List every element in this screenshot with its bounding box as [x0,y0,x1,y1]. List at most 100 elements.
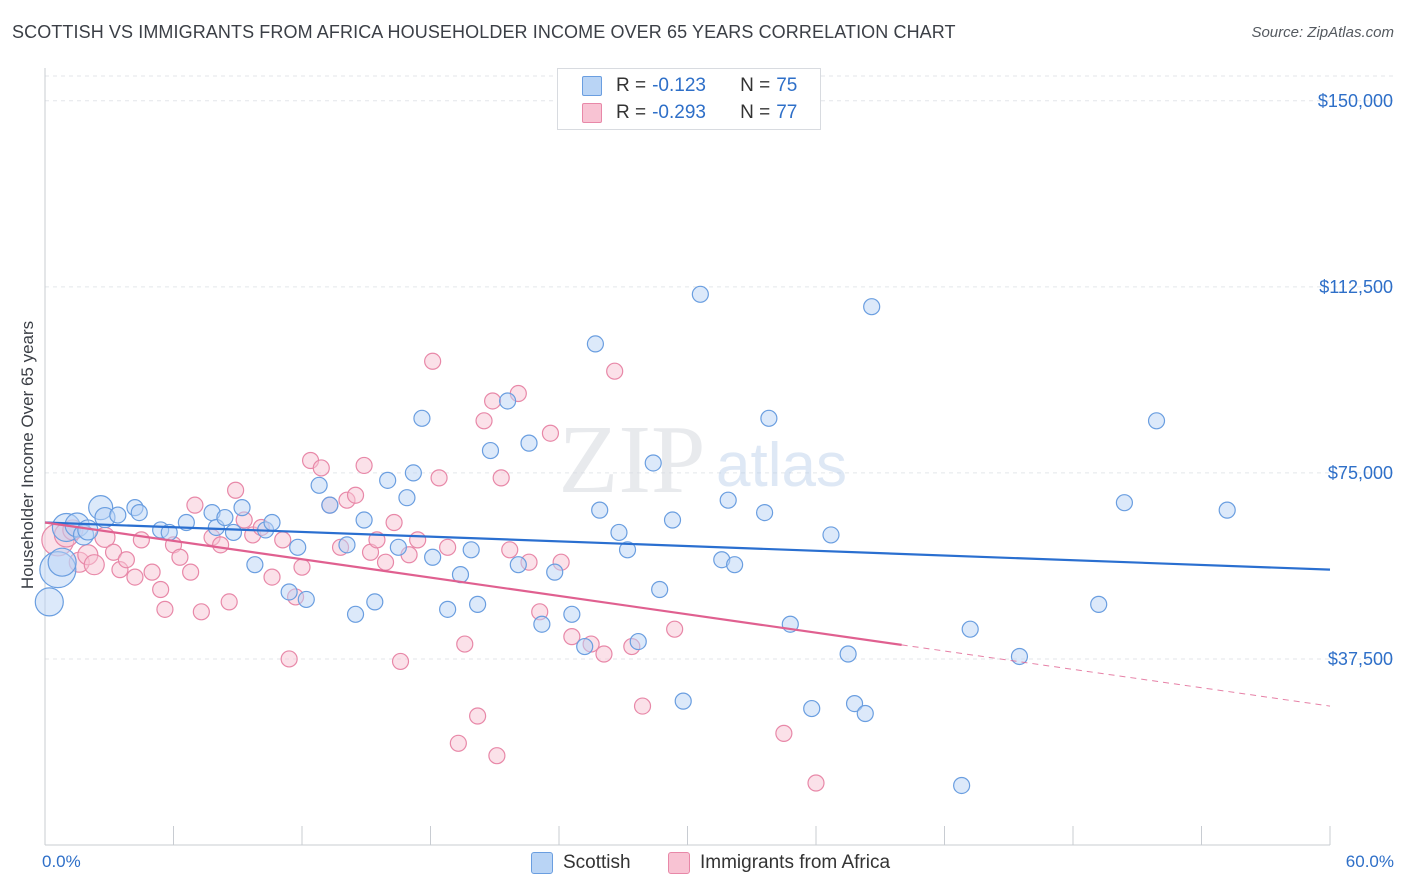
scottish-point [726,556,744,574]
africa-point [666,620,684,638]
scottish-point [439,600,457,618]
series-legend-scottish[interactable]: Scottish [531,852,631,874]
africa-point [152,580,170,599]
scottish-point [755,503,774,522]
correlation-legend: R = -0.123 N = 75 R = -0.293 N = 77 [557,68,821,130]
africa-point [355,456,373,475]
scottish-point [1090,595,1108,613]
scottish-point [398,489,416,507]
africa-point [488,747,506,765]
africa-point [424,352,442,370]
africa-point [492,469,510,487]
scottish-point [233,499,251,517]
y-tick-labels: $37,500 $75,000 $112,500 $150,000 [1318,91,1393,669]
africa-point [409,531,427,549]
legend-row-scottish: R = -0.123 N = 75 [582,74,797,98]
legend-swatch-africa [582,103,602,123]
africa-point [117,551,135,569]
legend-r-value: -0.293 [652,102,706,123]
africa-point [126,568,144,586]
africa-point [385,513,403,532]
africa-point [391,652,410,671]
scottish-point [651,580,669,599]
legend-n-value: 77 [776,102,798,123]
scottish-point [863,298,881,316]
scottish-point [469,595,487,613]
africa-point [501,541,519,559]
africa-trend-line-extension [901,644,1331,707]
scottish-points [34,285,1236,795]
scottish-point [424,548,442,566]
legend-n-label: N = [740,75,771,96]
x-axis-max-label: 60.0% [1345,852,1394,871]
scottish-point [404,464,422,482]
scottish-point [321,496,339,514]
y-tick-label: $150,000 [1318,91,1393,111]
scottish-point [34,587,64,617]
watermark: ZIP atlas [559,406,847,514]
scottish-point [663,511,682,529]
scottish-point [629,632,647,651]
africa-point [606,362,624,380]
series-label-africa: Immigrants from Africa [700,852,891,873]
scottish-point [610,523,628,542]
legend-r-value: -0.123 [652,75,706,96]
scottish-point [576,637,594,656]
scottish-point [953,776,971,795]
scottish-point [47,547,77,577]
scottish-point [224,523,243,542]
scottish-point [822,526,840,544]
africa-point [156,600,174,618]
africa-points [41,352,825,792]
africa-point [456,635,474,653]
scottish-point [803,699,821,718]
scottish-point [591,501,609,519]
series-swatch-africa [668,852,690,874]
scottish-point [674,692,692,710]
trend-lines [44,521,1331,707]
africa-point [376,553,395,571]
scottish-point [481,441,500,460]
scottish-point [462,541,480,559]
source-label: Source: ZipAtlas.com [1251,24,1394,41]
series-legend: Scottish Immigrants from Africa [0,852,1406,876]
africa-point [143,563,161,581]
scottish-point [563,605,581,623]
series-legend-africa[interactable]: Immigrants from Africa [668,852,890,874]
y-tick-label: $112,500 [1319,277,1393,297]
y-tick-label: $37,500 [1328,649,1393,669]
watermark-atlas: atlas [716,431,847,500]
africa-point [430,469,448,487]
africa-point [186,496,204,514]
y-tick-label: $75,000 [1328,463,1393,483]
africa-point [475,412,493,430]
africa-point [171,548,189,566]
africa-point [192,603,210,621]
africa-point [220,593,238,611]
grid-lines [45,75,1395,660]
africa-point [807,774,825,792]
scottish-point [586,335,605,353]
africa-point [104,543,123,561]
africa-point [439,538,457,556]
scottish-point [379,471,397,489]
scottish-point [1147,412,1166,430]
africa-point [280,650,298,668]
scottish-trend-line [44,521,1331,571]
africa-point [449,734,467,752]
africa-point [293,558,311,576]
africa-point [274,531,292,549]
africa-point [83,554,105,576]
scottish-point [346,605,365,623]
scottish-point [719,491,737,509]
scottish-point [413,409,431,427]
africa-point [775,724,793,742]
scottish-point [366,593,384,611]
africa-point [346,486,365,504]
scottish-point [216,508,234,527]
scottish-point [499,392,517,410]
scottish-point [289,538,307,556]
legend-r-label: R = [616,102,647,123]
watermark-zip: ZIP [559,406,706,514]
africa-point [563,628,581,646]
